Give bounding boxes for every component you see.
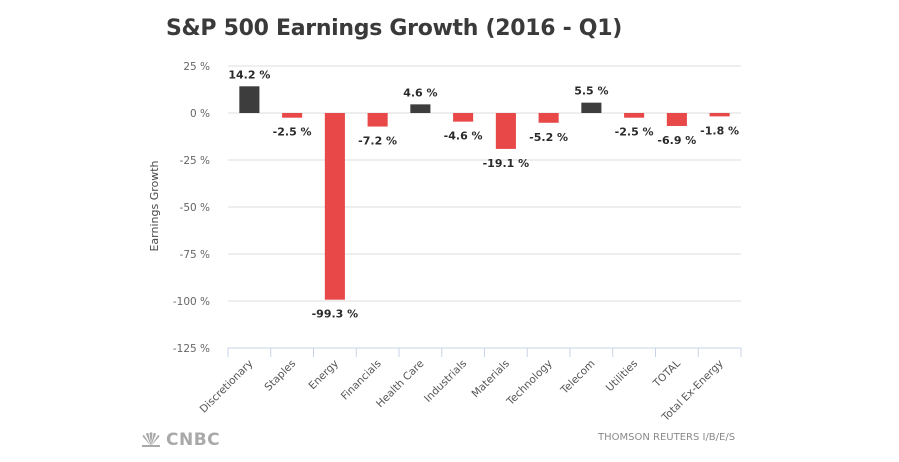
x-tick-label: Materials: [469, 358, 512, 401]
gridlines: [228, 65, 741, 302]
bar-energy: [324, 113, 345, 300]
x-tick-label: Technology: [504, 358, 555, 409]
x-tick-label: TOTAL: [650, 358, 683, 391]
brand-name: CNBC: [166, 430, 221, 450]
data-label: -2.5 %: [273, 126, 312, 139]
data-label: -2.5 %: [615, 126, 654, 139]
data-label: -4.6 %: [444, 130, 483, 143]
bar-financials: [367, 113, 388, 127]
x-tick-label: Energy: [307, 358, 341, 392]
data-label: -7.2 %: [358, 135, 397, 148]
y-axis-ticks: 25 % 0 % -25 % -50 % -75 % -100 % -125 %: [173, 61, 210, 355]
data-label: 14.2 %: [228, 68, 270, 81]
x-tick-label: Utilities: [604, 358, 640, 394]
chart-title: S&P 500 Earnings Growth (2016 - Q1): [166, 16, 622, 41]
data-source: THOMSON REUTERS I/B/E/S: [598, 432, 736, 443]
peacock-icon: [142, 432, 160, 447]
y-tick-label: 0 %: [190, 108, 210, 120]
y-tick-label: -25 %: [180, 155, 210, 167]
x-tick-label: Financials: [339, 358, 384, 403]
bars: [239, 86, 730, 300]
x-tick-label: Telecom: [558, 358, 598, 398]
x-tick-label: Industrials: [422, 358, 469, 405]
bar-discretionary: [239, 86, 260, 113]
bar-industrials: [453, 113, 474, 122]
data-label: -5.2 %: [529, 131, 568, 144]
bar-technology: [538, 113, 559, 123]
bar-utilities: [624, 113, 645, 118]
data-label: 4.6 %: [403, 86, 437, 99]
x-tick-label: Discretionary: [198, 358, 256, 416]
x-tick-label: Staples: [262, 358, 298, 394]
data-label: -19.1 %: [483, 157, 530, 170]
bar-total-ex-energy: [709, 113, 730, 117]
data-label: -99.3 %: [312, 308, 359, 321]
bar-materials: [495, 113, 516, 149]
bar-health-care: [410, 104, 431, 113]
bar-staples: [282, 113, 303, 118]
y-tick-label: -75 %: [180, 249, 210, 261]
data-label: 5.5 %: [574, 85, 608, 98]
cnbc-logo: CNBC: [140, 430, 220, 450]
y-tick-label: -100 %: [173, 296, 210, 308]
data-label: -6.9 %: [657, 134, 696, 147]
bar-telecom: [581, 102, 602, 113]
bar-total: [666, 113, 687, 126]
y-tick-label: 25 %: [183, 61, 210, 73]
y-axis-label: Earnings Growth: [148, 160, 161, 251]
x-axis: Discretionary Staples EnergyFinancialsHeal…: [198, 347, 742, 424]
y-tick-label: -125 %: [173, 343, 210, 355]
data-labels: 14.2 % -2.5 % -99.3 % -7.2 % 4.6 % -4.6 % -19.…: [228, 68, 739, 320]
data-label: -1.8 %: [700, 124, 739, 137]
y-tick-label: -50 %: [180, 202, 210, 214]
